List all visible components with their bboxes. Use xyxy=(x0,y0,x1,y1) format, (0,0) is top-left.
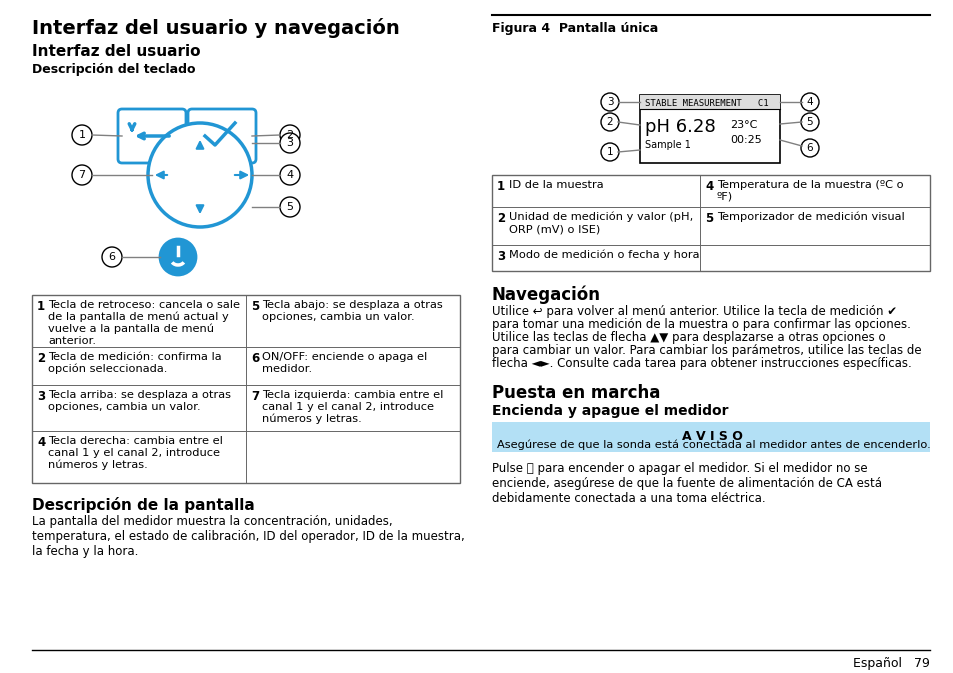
Circle shape xyxy=(280,165,299,185)
Bar xyxy=(492,422,929,452)
Circle shape xyxy=(160,239,195,275)
Text: Interfaz del usuario: Interfaz del usuario xyxy=(32,44,200,59)
Text: 2: 2 xyxy=(286,130,294,140)
Text: Tecla de retroceso: cancela o sale
de la pantalla de menú actual y
vuelve a la p: Tecla de retroceso: cancela o sale de la… xyxy=(48,300,240,346)
Circle shape xyxy=(71,165,91,185)
Text: Interfaz del usuario y navegación: Interfaz del usuario y navegación xyxy=(32,18,399,38)
Text: 3: 3 xyxy=(606,97,613,107)
Text: La pantalla del medidor muestra la concentración, unidades,
temperatura, el esta: La pantalla del medidor muestra la conce… xyxy=(32,515,464,558)
Bar xyxy=(32,295,459,483)
Text: Asegúrese de que la sonda está conectada al medidor antes de encenderlo.: Asegúrese de que la sonda está conectada… xyxy=(497,440,930,450)
Text: ON/OFF: enciende o apaga el
medidor.: ON/OFF: enciende o apaga el medidor. xyxy=(262,352,427,374)
Circle shape xyxy=(280,133,299,153)
Text: 1: 1 xyxy=(497,180,504,193)
Text: 1: 1 xyxy=(78,130,86,140)
Circle shape xyxy=(148,123,252,227)
Text: 4: 4 xyxy=(806,97,813,107)
Text: 5: 5 xyxy=(806,117,813,127)
Circle shape xyxy=(600,93,618,111)
Text: 3: 3 xyxy=(497,250,504,263)
Text: flecha ◄►. Consulte cada tarea para obtener instrucciones específicas.: flecha ◄►. Consulte cada tarea para obte… xyxy=(492,357,911,370)
Text: 1: 1 xyxy=(37,300,45,313)
Text: Utilice las teclas de flecha ▲▼ para desplazarse a otras opciones o: Utilice las teclas de flecha ▲▼ para des… xyxy=(492,331,884,344)
Text: Puesta en marcha: Puesta en marcha xyxy=(492,384,659,402)
Text: STABLE MEASUREMENT   C1: STABLE MEASUREMENT C1 xyxy=(644,98,768,108)
Text: Temperatura de la muestra (ºC o
ºF): Temperatura de la muestra (ºC o ºF) xyxy=(717,180,902,202)
Text: 2: 2 xyxy=(606,117,613,127)
Circle shape xyxy=(801,139,818,157)
Text: 1: 1 xyxy=(606,147,613,157)
Text: Tecla abajo: se desplaza a otras
opciones, cambia un valor.: Tecla abajo: se desplaza a otras opcione… xyxy=(262,300,442,322)
Text: pH 6.28: pH 6.28 xyxy=(644,118,715,136)
Text: Tecla de medición: confirma la
opción seleccionada.: Tecla de medición: confirma la opción se… xyxy=(48,352,221,374)
Text: 6: 6 xyxy=(806,143,813,153)
Circle shape xyxy=(801,113,818,131)
Text: Utilice ↩ para volver al menú anterior. Utilice la tecla de medición ✔: Utilice ↩ para volver al menú anterior. … xyxy=(492,305,896,318)
Circle shape xyxy=(600,113,618,131)
Text: 4: 4 xyxy=(704,180,713,193)
Text: 6: 6 xyxy=(251,352,259,365)
Text: ID de la muestra: ID de la muestra xyxy=(509,180,603,190)
Text: 3: 3 xyxy=(37,390,45,403)
Circle shape xyxy=(280,125,299,145)
Text: Figura 4  Pantalla única: Figura 4 Pantalla única xyxy=(492,22,658,35)
Text: 2: 2 xyxy=(37,352,45,365)
Text: Modo de medición o fecha y hora: Modo de medición o fecha y hora xyxy=(509,250,699,260)
FancyBboxPatch shape xyxy=(118,109,186,163)
Text: Pulse ⏻ para encender o apagar el medidor. Si el medidor no se
enciende, asegúre: Pulse ⏻ para encender o apagar el medido… xyxy=(492,462,882,505)
Text: 3: 3 xyxy=(286,138,294,148)
Text: Navegación: Navegación xyxy=(492,285,600,304)
Bar xyxy=(639,95,780,163)
Text: 5: 5 xyxy=(251,300,259,313)
Text: 4: 4 xyxy=(286,170,294,180)
Circle shape xyxy=(801,93,818,111)
Text: A V I S O: A V I S O xyxy=(680,430,741,443)
Text: Tecla arriba: se desplaza a otras
opciones, cambia un valor.: Tecla arriba: se desplaza a otras opcion… xyxy=(48,390,231,412)
Text: Tecla izquierda: cambia entre el
canal 1 y el canal 2, introduce
números y letra: Tecla izquierda: cambia entre el canal 1… xyxy=(262,390,443,424)
Circle shape xyxy=(102,247,122,267)
Bar xyxy=(492,175,929,271)
Text: Descripción del teclado: Descripción del teclado xyxy=(32,63,195,76)
Text: 00:25: 00:25 xyxy=(729,135,760,145)
Text: Temporizador de medición visual: Temporizador de medición visual xyxy=(717,212,903,223)
Text: 7: 7 xyxy=(78,170,86,180)
Text: 7: 7 xyxy=(251,390,259,403)
Text: Español   79: Español 79 xyxy=(852,657,929,670)
Text: 5: 5 xyxy=(286,202,294,212)
Text: 23°C: 23°C xyxy=(729,120,757,130)
Text: 6: 6 xyxy=(109,252,115,262)
Text: Encienda y apague el medidor: Encienda y apague el medidor xyxy=(492,404,728,418)
Text: para tomar una medición de la muestra o para confirmar las opciones.: para tomar una medición de la muestra o … xyxy=(492,318,910,331)
FancyBboxPatch shape xyxy=(188,109,255,163)
Circle shape xyxy=(600,143,618,161)
Text: 5: 5 xyxy=(704,212,713,225)
Text: Sample 1: Sample 1 xyxy=(644,140,690,150)
Text: Descripción de la pantalla: Descripción de la pantalla xyxy=(32,497,254,513)
Text: para cambiar un valor. Para cambiar los parámetros, utilice las teclas de: para cambiar un valor. Para cambiar los … xyxy=(492,344,921,357)
Circle shape xyxy=(280,197,299,217)
Text: 4: 4 xyxy=(37,436,45,449)
Text: 2: 2 xyxy=(497,212,504,225)
Text: Unidad de medición y valor (pH,
ORP (mV) o ISE): Unidad de medición y valor (pH, ORP (mV)… xyxy=(509,212,693,234)
Circle shape xyxy=(71,125,91,145)
Text: Tecla derecha: cambia entre el
canal 1 y el canal 2, introduce
números y letras.: Tecla derecha: cambia entre el canal 1 y… xyxy=(48,436,223,470)
Bar xyxy=(639,95,780,109)
